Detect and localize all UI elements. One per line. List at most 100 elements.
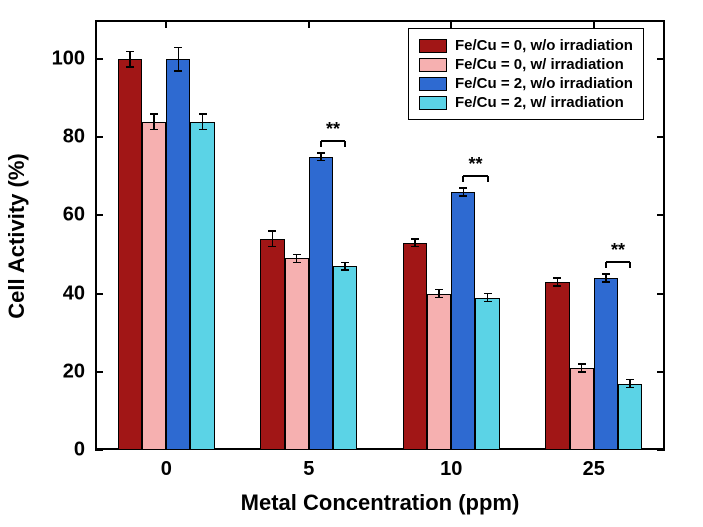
y-tick	[95, 58, 103, 60]
x-tick-label: 10	[440, 458, 462, 481]
legend-item: Fe/Cu = 2, w/o irradiation	[419, 75, 633, 92]
significance-bracket	[320, 141, 322, 147]
bar	[118, 59, 142, 450]
bar	[309, 157, 333, 450]
significance-bracket	[321, 140, 345, 142]
legend-item: Fe/Cu = 0, w/ irradiation	[419, 56, 633, 73]
y-tick-label: 60	[45, 204, 85, 227]
y-tick	[95, 293, 103, 295]
y-tick	[657, 293, 665, 295]
bar	[403, 243, 427, 450]
x-tick-label: 5	[303, 458, 314, 481]
bar	[285, 258, 309, 450]
error-cap	[602, 273, 610, 275]
legend-swatch	[419, 39, 447, 53]
error-cap	[626, 379, 634, 381]
error-cap	[602, 281, 610, 283]
error-bar	[178, 47, 180, 70]
y-tick	[95, 214, 103, 216]
legend-swatch	[419, 58, 447, 72]
bar	[427, 294, 451, 450]
y-tick	[657, 371, 665, 373]
legend-item: Fe/Cu = 0, w/o irradiation	[419, 37, 633, 54]
significance-bracket	[605, 262, 607, 268]
error-cap	[553, 285, 561, 287]
error-cap	[126, 66, 134, 68]
significance-bracket	[462, 176, 464, 182]
legend-label: Fe/Cu = 0, w/ irradiation	[455, 56, 624, 73]
error-cap	[626, 387, 634, 389]
significance-bracket	[629, 262, 631, 268]
bar	[142, 122, 166, 450]
bar	[166, 59, 190, 450]
y-tick-label: 80	[45, 126, 85, 149]
error-bar	[153, 114, 155, 130]
legend-swatch	[419, 96, 447, 110]
legend-label: Fe/Cu = 2, w/o irradiation	[455, 75, 633, 92]
bar	[618, 384, 642, 450]
y-tick	[657, 136, 665, 138]
error-cap	[317, 160, 325, 162]
error-cap	[578, 371, 586, 373]
y-tick	[95, 136, 103, 138]
error-cap	[341, 262, 349, 264]
bar	[451, 192, 475, 450]
significance-bracket	[344, 141, 346, 147]
error-cap	[459, 195, 467, 197]
y-tick	[657, 214, 665, 216]
y-tick	[95, 371, 103, 373]
x-tick	[450, 20, 452, 28]
error-cap	[268, 246, 276, 248]
error-cap	[293, 262, 301, 264]
error-cap	[459, 187, 467, 189]
significance-label: **	[611, 240, 625, 261]
bar	[333, 266, 357, 450]
legend-label: Fe/Cu = 2, w/ irradiation	[455, 94, 624, 111]
error-bar	[202, 114, 204, 130]
x-tick-label: 25	[583, 458, 605, 481]
x-tick	[165, 20, 167, 28]
significance-label: **	[468, 154, 482, 175]
error-cap	[174, 70, 182, 72]
legend-label: Fe/Cu = 0, w/o irradiation	[455, 37, 633, 54]
error-bar	[129, 51, 131, 67]
y-tick-label: 20	[45, 360, 85, 383]
significance-label: **	[326, 119, 340, 140]
significance-bracket	[463, 175, 487, 177]
significance-bracket	[606, 261, 630, 263]
bar	[545, 282, 569, 450]
chart-container: Cell Activity (%) Metal Concentration (p…	[0, 0, 703, 527]
y-axis-label: Cell Activity (%)	[4, 136, 30, 336]
error-cap	[268, 230, 276, 232]
x-axis-label: Metal Concentration (ppm)	[230, 490, 530, 516]
y-tick-label: 0	[45, 439, 85, 462]
error-cap	[484, 293, 492, 295]
error-cap	[150, 129, 158, 131]
bar	[594, 278, 618, 450]
error-cap	[199, 129, 207, 131]
bar	[260, 239, 284, 450]
legend-item: Fe/Cu = 2, w/ irradiation	[419, 94, 633, 111]
error-cap	[126, 51, 134, 53]
bar	[475, 298, 499, 450]
legend: Fe/Cu = 0, w/o irradiation Fe/Cu = 0, w/ …	[408, 28, 644, 120]
legend-swatch	[419, 77, 447, 91]
error-cap	[317, 152, 325, 154]
error-cap	[293, 254, 301, 256]
error-cap	[411, 238, 419, 240]
error-cap	[341, 269, 349, 271]
x-tick-label: 0	[161, 458, 172, 481]
error-cap	[435, 289, 443, 291]
bar	[570, 368, 594, 450]
error-cap	[411, 246, 419, 248]
error-cap	[553, 277, 561, 279]
y-tick-label: 100	[45, 48, 85, 71]
error-cap	[435, 297, 443, 299]
error-cap	[174, 47, 182, 49]
error-bar	[272, 231, 274, 247]
y-tick	[657, 449, 665, 451]
x-tick	[593, 20, 595, 28]
error-cap	[199, 113, 207, 115]
x-tick	[308, 20, 310, 28]
error-cap	[150, 113, 158, 115]
